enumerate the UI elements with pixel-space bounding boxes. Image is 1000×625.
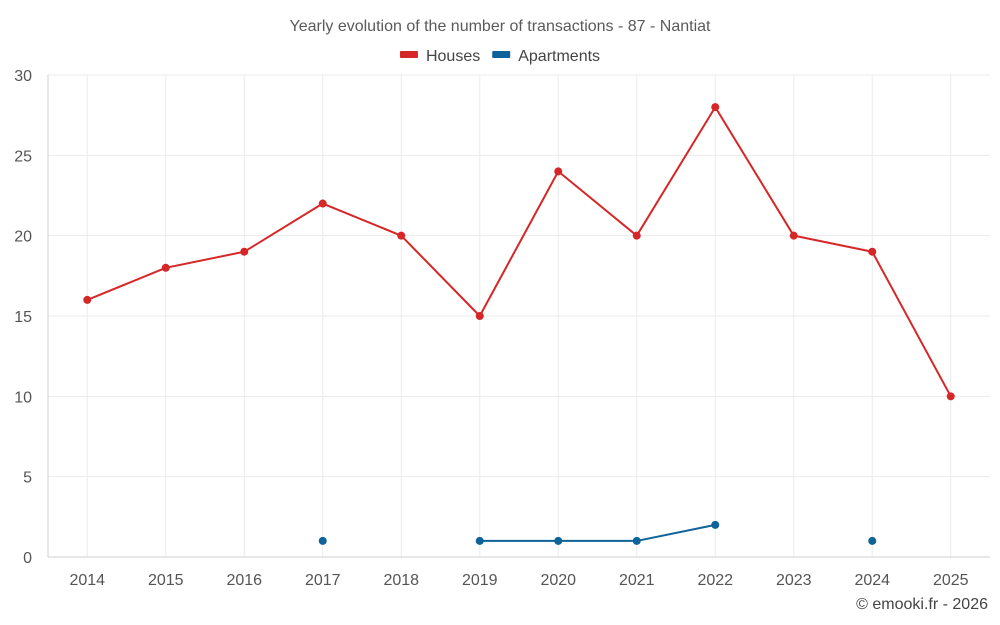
data-point-houses[interactable]: [475, 312, 484, 320]
data-point-apartments[interactable]: [632, 536, 641, 545]
data-point-houses[interactable]: [946, 392, 955, 401]
data-point-apartments[interactable]: [868, 536, 877, 545]
data-point-houses[interactable]: [83, 295, 92, 304]
data-point-houses[interactable]: [161, 263, 170, 272]
chart-title: Yearly evolution of the number of transa…: [290, 18, 712, 35]
data-point-apartments[interactable]: [554, 536, 563, 545]
series-apartments: [318, 520, 877, 545]
series-houses: [83, 103, 955, 401]
credit-text: © emooki.fr - 2026: [856, 596, 988, 613]
x-tick-label: 2025: [933, 572, 969, 589]
data-point-houses[interactable]: [789, 231, 798, 240]
x-tick-label: 2016: [226, 572, 262, 589]
y-tick-label: 25: [14, 148, 32, 165]
x-tick-label: 2021: [619, 572, 655, 589]
data-point-houses[interactable]: [632, 231, 641, 240]
legend-swatch-apartments: [492, 51, 511, 58]
legend-swatch-houses: [399, 51, 418, 58]
data-point-houses[interactable]: [711, 103, 720, 112]
x-tick-label: 2023: [776, 572, 812, 589]
x-tick-label: 2014: [69, 572, 105, 589]
x-tick-label: 2020: [540, 572, 576, 589]
grid: [48, 74, 990, 557]
data-point-houses[interactable]: [397, 231, 406, 240]
data-point-apartments[interactable]: [318, 536, 327, 545]
data-point-houses[interactable]: [554, 167, 563, 176]
series: [83, 103, 955, 545]
x-tick-label: 2017: [305, 572, 341, 589]
x-tick-label: 2024: [854, 572, 890, 589]
y-tick-label: 5: [23, 470, 32, 487]
legend: Houses Apartments: [399, 48, 600, 65]
series-line-apartments: [479, 523, 716, 542]
x-tick-label: 2015: [148, 572, 184, 589]
data-point-houses[interactable]: [240, 247, 249, 256]
y-tick-label: 30: [14, 68, 32, 85]
data-point-houses[interactable]: [868, 247, 877, 256]
x-tick-label: 2018: [383, 572, 419, 589]
data-point-apartments[interactable]: [711, 520, 720, 529]
data-point-apartments[interactable]: [475, 536, 484, 545]
series-line-houses: [86, 106, 952, 397]
legend-label-apartments[interactable]: Apartments: [518, 48, 600, 65]
y-tick-label: 15: [14, 309, 32, 326]
y-tick-label: 20: [14, 229, 32, 246]
y-tick-label: 0: [23, 550, 32, 567]
y-tick-label: 10: [14, 389, 32, 406]
x-tick-label: 2019: [462, 572, 498, 589]
legend-label-houses[interactable]: Houses: [426, 48, 480, 65]
x-tick-label: 2022: [697, 572, 733, 589]
data-point-houses[interactable]: [318, 199, 327, 208]
